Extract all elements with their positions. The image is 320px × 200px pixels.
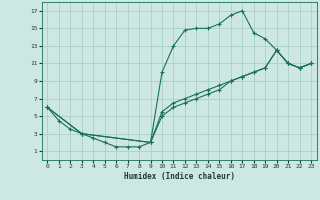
X-axis label: Humidex (Indice chaleur): Humidex (Indice chaleur) xyxy=(124,172,235,181)
